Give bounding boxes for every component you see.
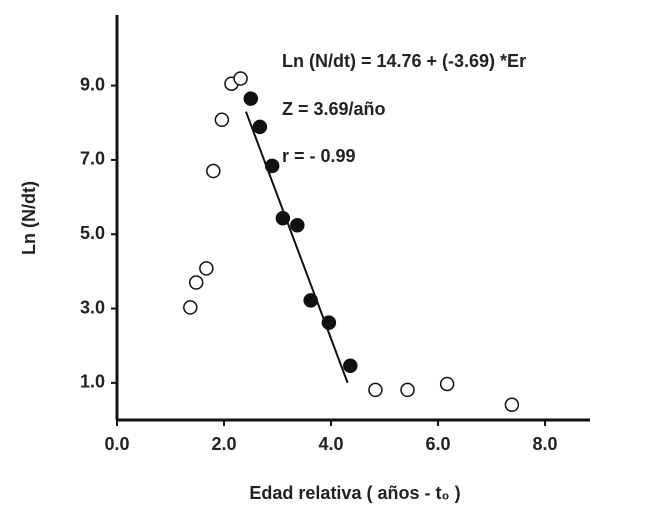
y-axis-label: Ln (N/dt) [19,181,39,255]
data-point [321,315,337,330]
data-point [290,218,305,233]
data-point [252,119,268,135]
x-tick-label: 4.0 [319,434,344,454]
annotation: Ln (N/dt) = 14.76 + (-3.69) *Er [282,51,526,71]
data-point [233,71,248,86]
data-point [303,293,318,308]
data-point [439,376,455,392]
y-tick-label: 9.0 [80,74,105,94]
y-tick-label: 5.0 [80,223,105,243]
data-point [400,382,415,398]
data-point [214,112,230,128]
annotation: r = - 0.99 [282,146,356,166]
data-point [343,358,358,374]
data-point [243,91,259,106]
data-point [264,158,280,174]
data-point [206,163,221,179]
data-point [183,300,198,315]
data-point [275,210,291,226]
x-tick-label: 0.0 [104,434,129,454]
x-axis-label: Edad relativa ( años - t₀ ) [249,483,460,503]
data-point [368,382,383,398]
data-point [199,261,214,276]
x-tick-label: 6.0 [426,434,451,454]
x-tick-label: 8.0 [533,434,558,454]
y-tick-label: 3.0 [80,297,105,317]
annotation: Z = 3.69/año [282,99,386,119]
data-point [188,275,204,290]
fit-line [245,111,349,384]
data-point [504,397,520,413]
y-tick-label: 1.0 [80,372,105,392]
y-tick-label: 7.0 [80,149,105,169]
x-tick-label: 2.0 [211,434,236,454]
